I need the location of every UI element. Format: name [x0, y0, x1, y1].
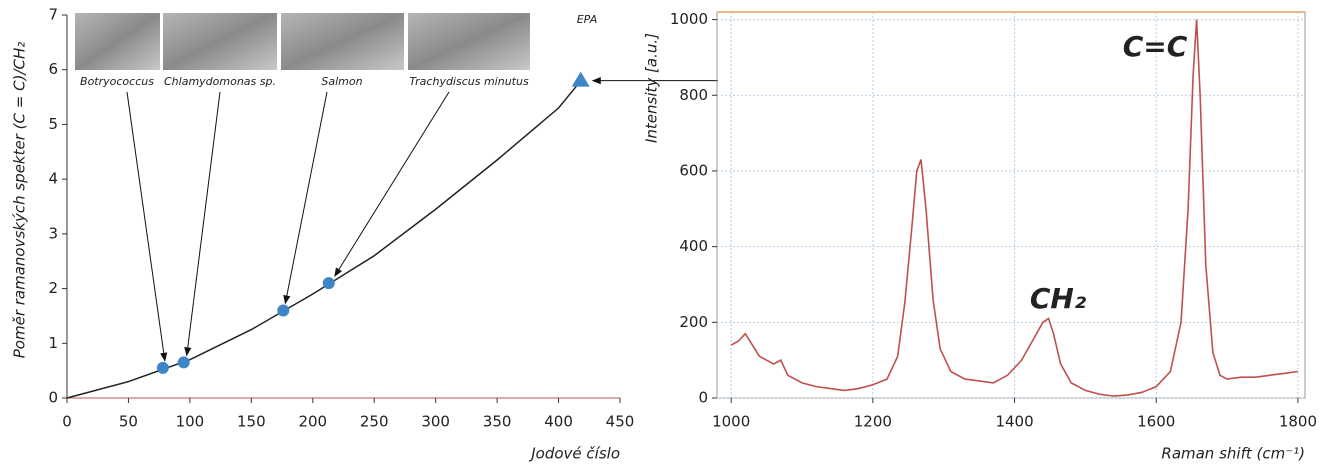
x-tick-label: 350	[483, 413, 512, 431]
point-label: EPA	[577, 13, 598, 26]
point-label: Salmon	[321, 75, 362, 88]
point-label: Botryococcus	[80, 75, 154, 88]
y-tick-label: 6	[48, 60, 58, 78]
marker	[156, 361, 169, 374]
y-tick-label: 3	[48, 224, 58, 242]
y-tick-label: 200	[679, 313, 708, 331]
point-label: Chlamydomonas sp.	[164, 75, 276, 88]
x-tick-label: 250	[360, 413, 389, 431]
y-tick-label: 2	[48, 279, 58, 297]
arrow	[283, 91, 328, 305]
arrow	[126, 91, 168, 362]
point-label: Trachydiscus minutus	[409, 75, 529, 88]
y-tick-label: 5	[48, 115, 58, 133]
plot-frame	[716, 11, 1306, 399]
x-tick-label: 100	[176, 413, 205, 431]
y-tick-label: 800	[679, 86, 708, 104]
marker-triangle	[571, 71, 590, 87]
y-tick-label: 0	[698, 389, 708, 407]
x-tick-label: 1800	[1279, 413, 1317, 431]
x-tick-label: 200	[298, 413, 327, 431]
y-tick-label: 600	[679, 161, 708, 179]
marker	[177, 356, 190, 369]
y-axis-label: Intensity [a.u.]	[643, 33, 661, 143]
x-tick-label: 300	[421, 413, 450, 431]
spectrum	[730, 19, 1299, 397]
x-tick-label: 50	[119, 413, 138, 431]
photo	[281, 13, 404, 70]
y-tick-label: 4	[48, 170, 58, 188]
marker	[322, 277, 335, 290]
photo	[163, 13, 277, 70]
y-tick-label: 400	[679, 237, 708, 255]
y-tick-label: 1	[48, 334, 58, 352]
x-axis-label: Jodové číslo	[528, 445, 620, 463]
peak-annotation: CH₂	[1030, 282, 1087, 315]
x-tick-label: 1000	[712, 413, 750, 431]
y-tick-label: 7	[48, 6, 58, 24]
y-tick-label: 0	[48, 389, 58, 407]
fit-curve	[66, 77, 584, 399]
x-axis-label: Raman shift (cm⁻¹)	[1161, 445, 1305, 463]
arrow	[184, 91, 221, 357]
x-tick-label: 1200	[854, 413, 892, 431]
x-tick-label: 0	[62, 413, 72, 431]
y-axis-label: Poměr ramanovských spekter (C = C)/CH₂	[11, 42, 29, 359]
x-tick-label: 400	[544, 413, 573, 431]
arrow	[334, 91, 450, 277]
photo	[408, 13, 530, 70]
x-tick-label: 150	[237, 413, 266, 431]
peak-annotation: C=C	[1123, 30, 1188, 63]
photo	[75, 13, 160, 70]
x-tick-label: 450	[606, 413, 635, 431]
y-tick-label: 1000	[670, 10, 708, 28]
x-tick-label: 1400	[995, 413, 1033, 431]
marker	[277, 304, 290, 317]
x-tick-label: 1600	[1137, 413, 1175, 431]
